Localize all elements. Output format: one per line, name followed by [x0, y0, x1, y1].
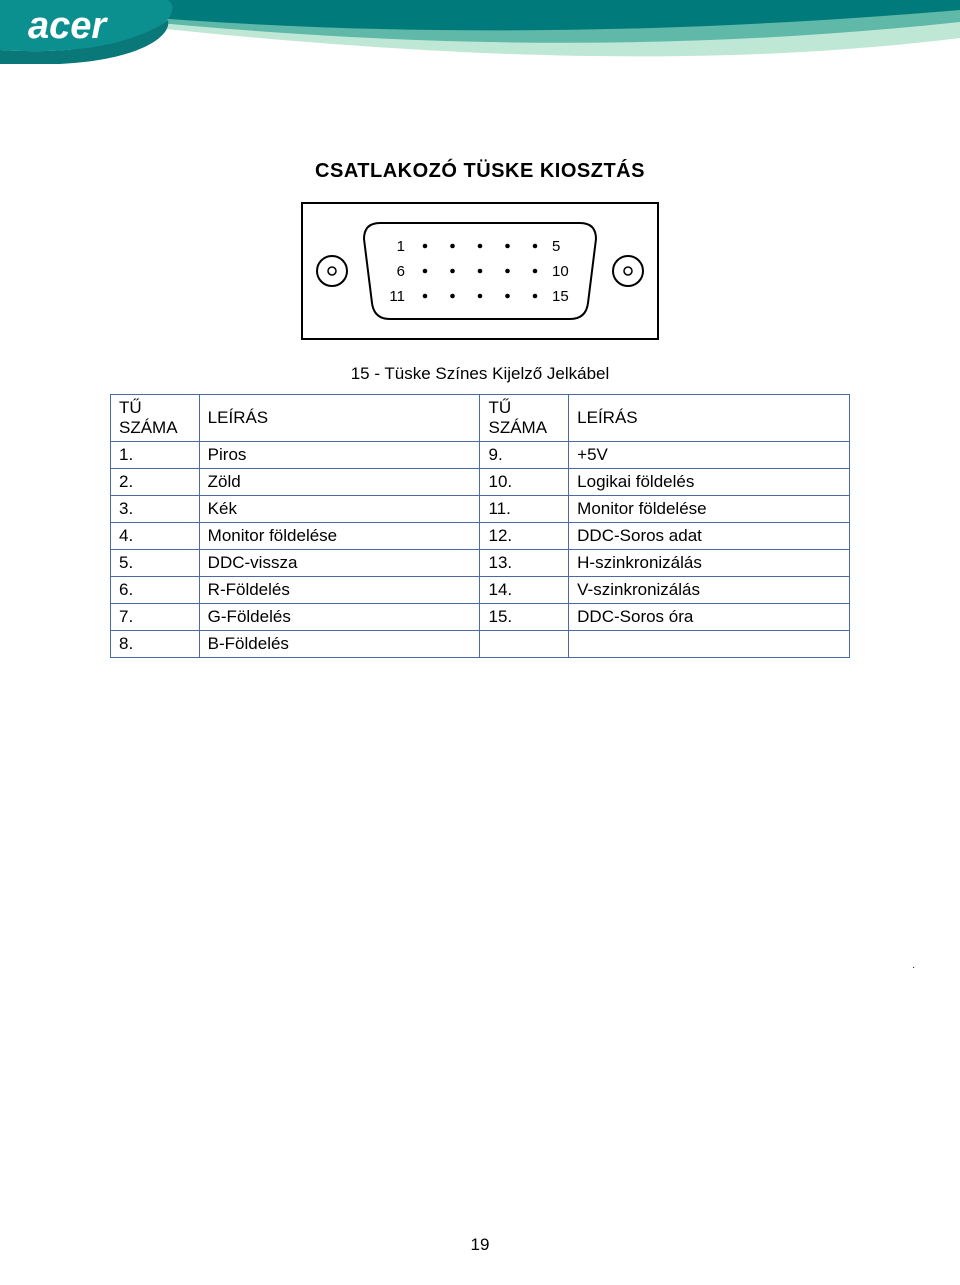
header-svg: acer — [0, 0, 960, 100]
cell-desc: DDC-vissza — [199, 550, 480, 577]
cell-desc: R-Földelés — [199, 577, 480, 604]
cell-pin: 5. — [111, 550, 200, 577]
cell-pin: 12. — [480, 523, 569, 550]
cell-pin: 7. — [111, 604, 200, 631]
svg-text:11: 11 — [389, 288, 405, 305]
cell-pin: 9. — [480, 442, 569, 469]
cell-pin: 3. — [111, 496, 200, 523]
page-number: 19 — [0, 1235, 960, 1255]
cell-pin: 14. — [480, 577, 569, 604]
cell-pin: 10. — [480, 469, 569, 496]
cell-desc: Logikai földelés — [569, 469, 850, 496]
cell-pin: 2. — [111, 469, 200, 496]
cell-desc: +5V — [569, 442, 850, 469]
cell-pin: 15. — [480, 604, 569, 631]
col-header-pin2: TŰ SZÁMA — [480, 395, 569, 442]
col-header-desc2: LEÍRÁS — [569, 395, 850, 442]
cell-pin: 11. — [480, 496, 569, 523]
table-row: 2. Zöld 10. Logikai földelés — [111, 469, 850, 496]
stray-dot: . — [912, 960, 915, 971]
page-title: CSATLAKOZÓ TÜSKE KIOSZTÁS — [110, 160, 850, 183]
cell-desc: V-szinkronizálás — [569, 577, 850, 604]
svg-text:15: 15 — [552, 288, 569, 305]
cell-desc: B-Földelés — [199, 631, 480, 658]
cell-pin: 4. — [111, 523, 200, 550]
pin-assignment-table: TŰ SZÁMA LEÍRÁS TŰ SZÁMA LEÍRÁS 1. Piros… — [110, 394, 850, 658]
col-header-pin1: TŰ SZÁMA — [111, 395, 200, 442]
svg-text:10: 10 — [552, 263, 569, 280]
cell-desc: Kék — [199, 496, 480, 523]
cell-desc: Piros — [199, 442, 480, 469]
table-row: 6. R-Földelés 14. V-szinkronizálás — [111, 577, 850, 604]
cell-pin: 13. — [480, 550, 569, 577]
connector-diagram: 1 6 11 5 10 15 — [110, 201, 850, 346]
cell-desc: Monitor földelése — [199, 523, 480, 550]
header-band: acer — [0, 0, 960, 100]
cell-desc: Zöld — [199, 469, 480, 496]
svg-text:1: 1 — [397, 238, 405, 255]
brand-logo-text: acer — [28, 5, 108, 47]
cell-pin: 6. — [111, 577, 200, 604]
table-row: 1. Piros 9. +5V — [111, 442, 850, 469]
svg-text:6: 6 — [397, 263, 405, 280]
svg-text:5: 5 — [552, 238, 560, 255]
table-header-row: TŰ SZÁMA LEÍRÁS TŰ SZÁMA LEÍRÁS — [111, 395, 850, 442]
cell-desc: Monitor földelése — [569, 496, 850, 523]
cell-desc — [569, 631, 850, 658]
page-content: CSATLAKOZÓ TÜSKE KIOSZTÁS 1 6 — [0, 100, 960, 658]
cell-pin — [480, 631, 569, 658]
cell-desc: G-Földelés — [199, 604, 480, 631]
table-row: 7. G-Földelés 15. DDC-Soros óra — [111, 604, 850, 631]
cell-pin: 8. — [111, 631, 200, 658]
table-row: 5. DDC-vissza 13. H-szinkronizálás — [111, 550, 850, 577]
table-row: 8. B-Földelés — [111, 631, 850, 658]
table-row: 3. Kék 11. Monitor földelése — [111, 496, 850, 523]
col-header-desc1: LEÍRÁS — [199, 395, 480, 442]
cell-desc: DDC-Soros óra — [569, 604, 850, 631]
cell-desc: H-szinkronizálás — [569, 550, 850, 577]
table-row: 4. Monitor földelése 12. DDC-Soros adat — [111, 523, 850, 550]
table-body: 1. Piros 9. +5V 2. Zöld 10. Logikai föld… — [111, 442, 850, 658]
cell-desc: DDC-Soros adat — [569, 523, 850, 550]
cell-pin: 1. — [111, 442, 200, 469]
connector-caption: 15 - Tüske Színes Kijelző Jelkábel — [110, 364, 850, 384]
